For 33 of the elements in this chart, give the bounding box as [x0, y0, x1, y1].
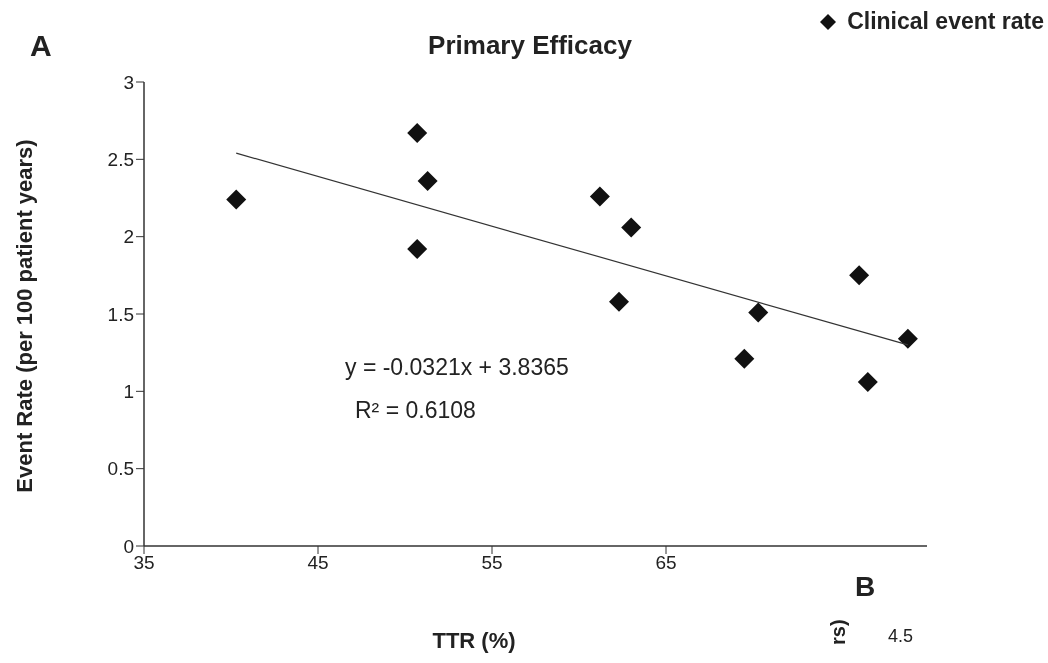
- chart-title: Primary Efficacy: [428, 30, 633, 60]
- point: [734, 348, 755, 369]
- point: [621, 217, 642, 238]
- text: B: [855, 571, 876, 602]
- text: rs): [827, 619, 849, 645]
- point: [407, 239, 428, 260]
- x-tick-label: 45: [307, 552, 329, 574]
- annotation: y = -0.0321x + 3.8365: [345, 354, 569, 380]
- point: [407, 123, 428, 144]
- point: [589, 186, 610, 207]
- point: [748, 302, 769, 323]
- point: [226, 189, 247, 210]
- text: A: [30, 29, 52, 62]
- text: 4.5: [888, 626, 914, 646]
- x-tick-label: 35: [133, 552, 155, 574]
- y-tick-label: 0.5: [107, 458, 134, 480]
- x-tick-label: 55: [481, 552, 503, 574]
- y-tick-label: 0: [123, 535, 134, 557]
- y-tick-label: 1.5: [107, 303, 134, 325]
- point: [417, 170, 438, 191]
- point: [849, 265, 870, 286]
- y-tick-label: 3: [123, 71, 134, 93]
- annotation: R² = 0.6108: [355, 397, 476, 423]
- point: [609, 291, 630, 312]
- point: [857, 372, 878, 393]
- x-axis-title: TTR (%): [432, 628, 516, 653]
- y-tick-label: 1: [123, 381, 134, 403]
- point: [897, 328, 918, 349]
- y-tick-label: 2.5: [107, 149, 134, 171]
- y-axis-title: Event Rate (per 100 patient years): [12, 139, 37, 493]
- x-tick-label: 65: [655, 552, 677, 574]
- legend-label: Clinical event rate: [847, 8, 1044, 35]
- y-tick-label: 2: [123, 226, 134, 248]
